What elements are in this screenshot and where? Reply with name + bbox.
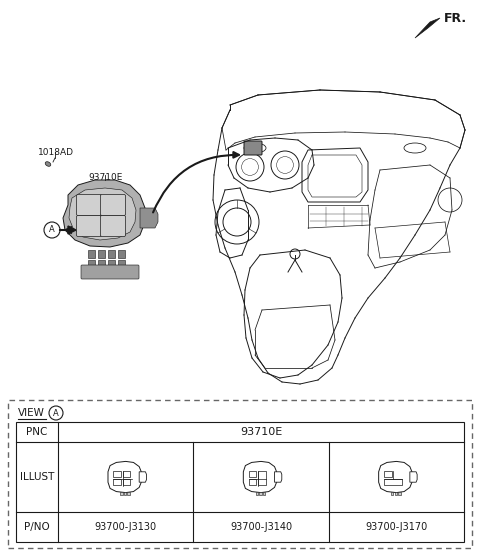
FancyBboxPatch shape <box>8 400 472 548</box>
Circle shape <box>49 406 63 420</box>
Bar <box>128 491 130 495</box>
Bar <box>263 491 265 495</box>
Text: PNC: PNC <box>26 427 48 437</box>
FancyBboxPatch shape <box>100 194 125 216</box>
Bar <box>98 260 105 268</box>
Polygon shape <box>410 472 417 482</box>
Bar <box>118 260 125 268</box>
Text: 93700-J3140: 93700-J3140 <box>230 522 292 532</box>
Text: 1018AD: 1018AD <box>38 148 74 157</box>
Text: 93710E: 93710E <box>88 173 122 182</box>
Polygon shape <box>302 148 368 202</box>
Bar <box>88 260 95 268</box>
Text: FR.: FR. <box>444 12 467 25</box>
Ellipse shape <box>45 162 51 166</box>
Bar <box>98 250 105 258</box>
Bar <box>395 491 397 495</box>
Polygon shape <box>139 472 146 482</box>
Bar <box>108 260 115 268</box>
Text: A: A <box>49 225 55 234</box>
Bar <box>258 471 266 485</box>
Polygon shape <box>379 461 412 493</box>
Bar <box>249 471 256 477</box>
Polygon shape <box>108 461 141 493</box>
FancyBboxPatch shape <box>81 265 139 279</box>
Text: A: A <box>53 408 59 418</box>
Polygon shape <box>275 472 282 482</box>
Text: 93700-J3130: 93700-J3130 <box>95 522 157 532</box>
FancyBboxPatch shape <box>100 216 125 237</box>
Bar <box>259 491 262 495</box>
Bar <box>398 491 401 495</box>
Bar <box>122 471 131 477</box>
Text: P/NO: P/NO <box>24 522 50 532</box>
Bar <box>249 479 256 485</box>
FancyBboxPatch shape <box>76 194 101 216</box>
FancyArrowPatch shape <box>153 152 239 212</box>
Polygon shape <box>68 226 76 234</box>
Bar <box>108 250 115 258</box>
Bar <box>122 479 131 485</box>
Bar <box>124 491 126 495</box>
FancyBboxPatch shape <box>244 141 262 155</box>
Text: VIEW: VIEW <box>18 408 45 418</box>
Bar <box>118 250 125 258</box>
Bar <box>255 491 258 495</box>
Text: ILLUST: ILLUST <box>20 472 54 482</box>
Polygon shape <box>64 226 72 234</box>
Polygon shape <box>140 208 158 228</box>
Circle shape <box>44 222 60 238</box>
Bar <box>384 479 402 485</box>
Bar <box>113 479 121 485</box>
Polygon shape <box>415 18 440 38</box>
Bar <box>88 250 95 258</box>
Bar <box>384 471 392 477</box>
Polygon shape <box>63 180 145 247</box>
Bar <box>391 491 394 495</box>
Bar <box>120 491 123 495</box>
Text: 93710E: 93710E <box>240 427 282 437</box>
Polygon shape <box>243 461 276 493</box>
Polygon shape <box>69 188 136 240</box>
FancyBboxPatch shape <box>76 216 101 237</box>
Bar <box>113 471 121 477</box>
Bar <box>16 422 464 542</box>
Text: 93700-J3170: 93700-J3170 <box>365 522 428 532</box>
